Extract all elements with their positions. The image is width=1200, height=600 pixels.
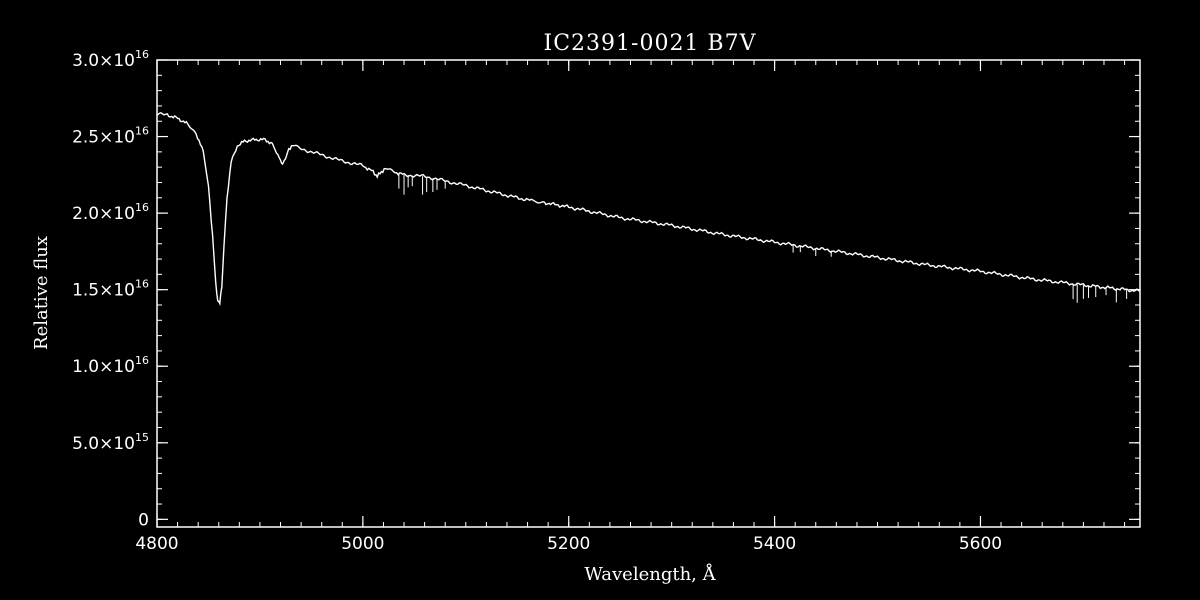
major-ticks — [156, 59, 1140, 527]
x-axis-label: Wavelength, Å — [584, 563, 716, 585]
x-tick-label: 5200 — [547, 534, 590, 554]
x-tick-label: 4800 — [135, 534, 178, 554]
y-tick-label: 2.0×1016 — [72, 201, 149, 224]
tick-labels: 4800 5000 5200 5400 5600 0 5.0×1015 1.0×1016 1.5… — [72, 48, 1002, 554]
x-tick-label: 5400 — [753, 534, 796, 554]
y-tick-label: 2.5×1016 — [72, 125, 149, 148]
y-tick-label: 1.0×1016 — [72, 354, 149, 377]
y-axis-label: Relative flux — [31, 236, 52, 350]
series-layer — [157, 111, 1140, 307]
spectrum-series-line — [157, 111, 1140, 307]
y-tick-label: 5.0×1015 — [72, 431, 149, 454]
y-tick-label: 1.5×1016 — [72, 278, 149, 301]
y-tick-label: 3.0×1016 — [72, 48, 149, 71]
x-tick-label: 5000 — [341, 534, 384, 554]
plot-frame — [156, 59, 1141, 528]
y-tick-label: 0 — [138, 510, 149, 530]
x-tick-label: 5600 — [959, 534, 1002, 554]
chart-title: IC2391-0021 B7V — [544, 31, 757, 56]
